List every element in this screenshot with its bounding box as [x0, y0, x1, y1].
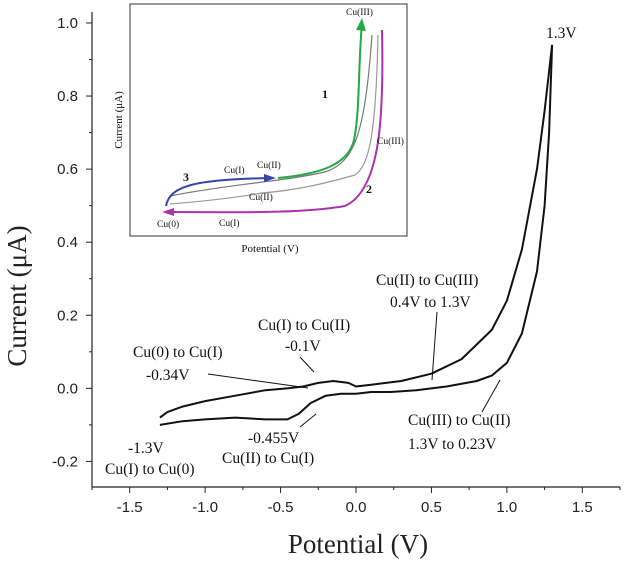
annotation-label: Cu(III) to Cu(II) [408, 412, 510, 429]
inset-arrowhead-3 [264, 174, 276, 182]
annotation-label: Cu(II) to Cu(III) [376, 272, 478, 289]
y-tick-label: 0.6 [57, 161, 78, 178]
axis-ticks: -1.5 -1.0 -0.5 0.0 0.5 1.0 1.5 -0.2 0.0 0.2 0.4 0.6… [52, 15, 621, 516]
inset-label-cu3-top: Cu(III) [346, 7, 373, 18]
annotation-label: -0.1V [285, 338, 322, 355]
inset-arrowhead-2 [162, 208, 174, 216]
annotation-pointer [299, 413, 317, 428]
y-tick-label: 0.8 [57, 88, 78, 105]
annotation-label: Cu(II) to Cu(I) [222, 450, 314, 467]
inset-y-axis-title: Current (μA) [113, 91, 125, 149]
x-tick-label: -1.5 [117, 499, 143, 516]
inset-x-axis-title: Potential (V) [241, 243, 298, 255]
inset-curve-gray-b [169, 34, 379, 205]
x-tick-label: 1.0 [496, 499, 517, 516]
y-axis-title: Current (μA) [2, 225, 32, 366]
annotation-label: Cu(I) to Cu(0) [105, 461, 195, 478]
inset-label-cu3-right: Cu(III) [377, 136, 404, 147]
y-tick-label: 0.2 [57, 307, 78, 324]
inset-chart: Cu(III) Cu(III) Cu(I) Cu(II) Cu(II) Cu(0… [113, 3, 408, 255]
x-tick-label: -1.0 [192, 499, 218, 516]
annotation-pointer [299, 356, 315, 373]
inset-label-cu1-upper: Cu(I) [224, 165, 245, 176]
x-axis-title: Potential (V) [288, 529, 428, 559]
inset-arrow-number-3: 3 [183, 170, 189, 184]
y-tick-label: 1.0 [57, 15, 78, 32]
inset-label-cu0: Cu(0) [157, 219, 179, 230]
series-line-reverse [159, 44, 554, 426]
inset-curve-2 [169, 29, 384, 214]
inset-label-cu2-lower: Cu(II) [249, 192, 273, 203]
inset-curve-1 [277, 21, 363, 179]
inset-arrowhead-1 [356, 18, 366, 31]
inset-curve-gray-a [169, 34, 373, 197]
x-tick-label: -0.5 [268, 499, 294, 516]
annotation-label: -0.455V [248, 430, 300, 447]
annotation-label: Cu(I) to Cu(II) [258, 317, 350, 334]
series-line-forward [159, 44, 554, 419]
x-tick-label: 0.0 [346, 499, 367, 516]
annotation-label: 0.4V to 1.3V [390, 294, 471, 311]
inset-arrow-number-2: 2 [366, 182, 372, 196]
annotation-pointer [481, 379, 501, 413]
x-tick-label: 1.5 [572, 499, 593, 516]
annotation-label: -0.34V [146, 367, 190, 384]
y-tick-label: -0.2 [52, 453, 78, 470]
annotation-pointer [431, 311, 438, 381]
y-tick-label: 0.0 [57, 380, 78, 397]
annotation-label: -1.3V [128, 440, 165, 457]
annotation-pointer [207, 373, 309, 389]
inset-curve-3 [165, 177, 269, 207]
annotation-label: Cu(0) to Cu(I) [133, 344, 223, 361]
annotation-label: 1.3V to 0.23V [408, 436, 497, 453]
series-layer [159, 44, 554, 426]
y-tick-label: 0.4 [57, 234, 78, 251]
inset-arrow-number-1: 1 [322, 87, 328, 101]
inset-label-cu2-upper: Cu(II) [257, 160, 281, 171]
x-tick-label: 0.5 [421, 499, 442, 516]
annotation-layer: 1.3V Cu(II) to Cu(III) 0.4V to 1.3V Cu(I) t… [105, 25, 577, 478]
annotation-label: 1.3V [546, 25, 577, 42]
inset-label-cu1-lower: Cu(I) [219, 218, 240, 229]
